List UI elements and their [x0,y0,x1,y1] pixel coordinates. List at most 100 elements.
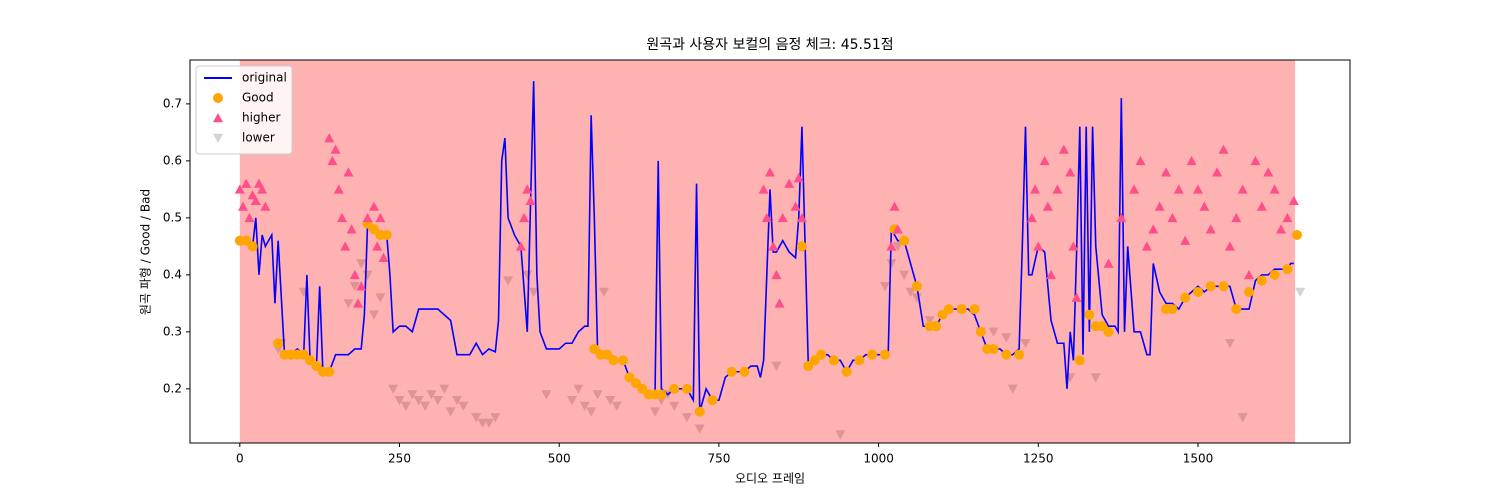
point [503,276,514,286]
point [796,212,807,223]
point [1276,224,1287,234]
point [988,343,999,354]
x-tick-label: 750 [707,452,730,466]
point [1263,167,1274,177]
point [1129,184,1140,194]
point [1282,212,1293,223]
point [349,282,360,292]
point [1167,212,1178,223]
point [573,384,584,394]
x-tick-label: 0 [236,452,244,466]
point [352,298,363,308]
point [956,304,967,315]
point [1269,184,1280,194]
point [1237,184,1248,194]
point [1090,373,1101,383]
point [244,212,255,223]
point [471,413,482,423]
point [420,401,431,411]
point [899,235,910,246]
point [343,167,354,177]
point [1186,155,1197,166]
y-tick-label: 0.4 [163,267,182,281]
point [598,287,609,297]
point [541,390,552,400]
point [1026,212,1037,223]
point [1039,155,1050,166]
point [1295,287,1306,297]
point [694,424,705,434]
x-tick-label: 1250 [1023,452,1054,466]
point [611,401,622,411]
point [1291,229,1302,240]
point [349,269,360,280]
point [1161,167,1172,177]
point [790,201,801,211]
point [758,184,769,194]
point [439,384,450,394]
point [452,396,463,406]
point [988,327,999,337]
point [413,396,424,406]
point [238,201,249,211]
point [340,241,351,251]
point [1224,339,1235,349]
point [324,366,335,377]
point [1244,286,1255,297]
point [586,407,597,417]
point [803,361,814,372]
point [375,293,386,303]
point [796,241,807,252]
point [253,178,264,188]
point [879,349,890,360]
point [1180,292,1191,303]
point [975,326,986,337]
point [637,383,648,394]
point [305,355,316,366]
point [432,396,443,406]
point [905,287,916,297]
point [1173,184,1184,194]
point [1180,235,1191,245]
point [886,241,897,251]
point [854,355,865,366]
point [247,190,258,200]
point [368,310,379,320]
point [477,418,488,429]
point [656,389,667,400]
point [911,281,922,292]
point [618,355,629,366]
point [605,396,616,406]
point [324,133,335,143]
point [1224,241,1235,251]
chart-title: 원곡과 사용자 보컬의 음정 체크: 45.51점 [646,37,893,53]
point [1103,326,1114,337]
y-tick-label: 0.2 [163,381,182,395]
point [739,366,750,377]
point [234,184,245,194]
legend-swatch [213,113,223,123]
point [892,224,903,234]
point [445,407,456,417]
point [1244,269,1255,280]
point [774,298,785,308]
point [515,241,526,251]
y-tick-label: 0.3 [163,324,182,338]
point [528,287,539,297]
point [835,430,846,440]
point [247,241,258,252]
point [650,407,661,417]
point [394,396,405,406]
point [681,413,692,423]
point [1135,155,1146,166]
point [407,390,418,400]
point [368,224,379,235]
point [1218,281,1229,292]
point [879,282,890,292]
point [1071,292,1082,302]
point [1269,269,1280,280]
point [241,235,252,246]
point [1068,241,1079,251]
point [1141,241,1152,251]
